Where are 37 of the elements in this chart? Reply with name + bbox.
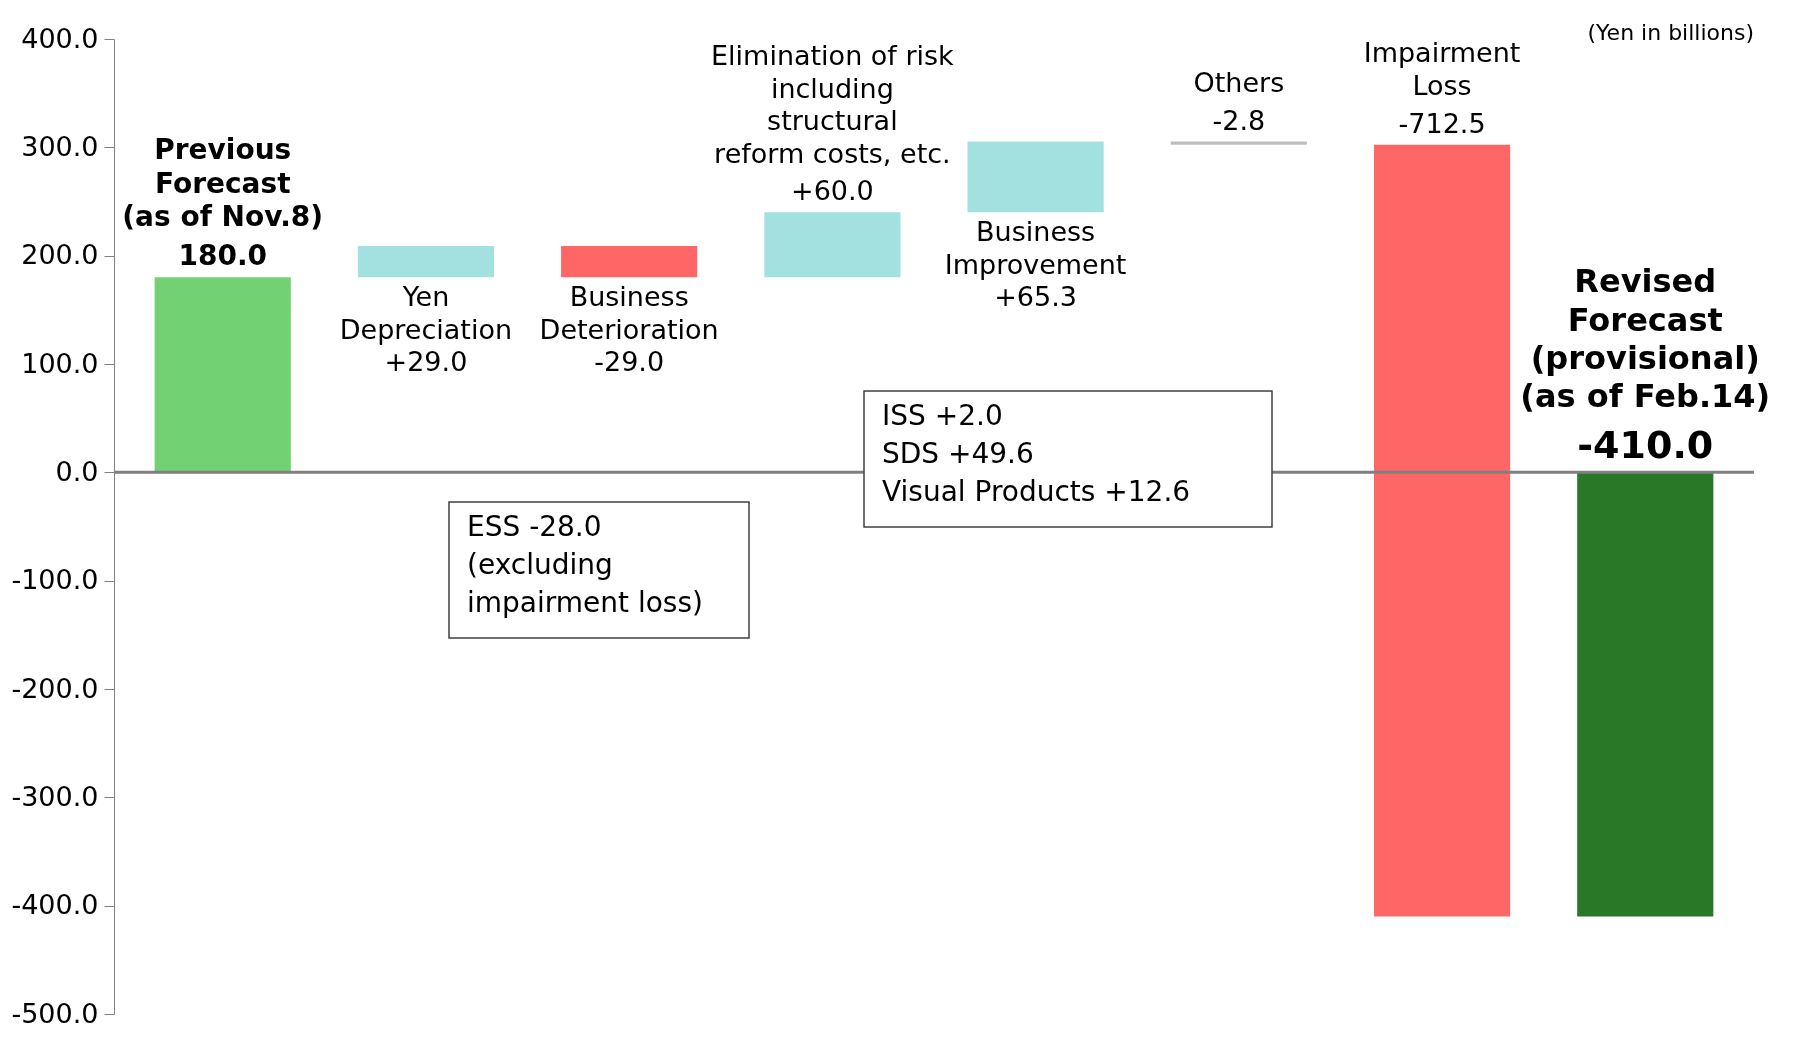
bar (1577, 472, 1714, 917)
bar (764, 212, 901, 278)
x-tick-label: Revised Forecast (provisional) (as of Feb.14) (1520, 262, 1771, 416)
data-label: -2.8 (1212, 104, 1266, 136)
y-tick-label: 300.0 (21, 130, 99, 162)
bar (154, 277, 291, 473)
data-label: -712.5 (1398, 107, 1486, 139)
data-label: +60.0 (791, 175, 874, 207)
bar (357, 245, 495, 278)
y-tick-label: -300.0 (11, 780, 99, 812)
y-tick-label: -400.0 (11, 889, 99, 921)
annotation: ESS -28.0 (excluding impairment loss) (467, 510, 703, 619)
y-tick-label: -500.0 (11, 997, 99, 1029)
x-tick-label: Yen Depreciation (339, 281, 513, 345)
y-tick-label: 400.0 (21, 22, 99, 54)
data-label: -410.0 (1577, 423, 1714, 468)
x-tick-label: Business Deterioration (539, 281, 719, 345)
data-label: -29.0 (594, 346, 665, 378)
annotation: (Yen in billions) (1587, 20, 1754, 45)
bar (1373, 144, 1511, 917)
data-label: +65.3 (994, 281, 1077, 313)
data-label: +29.0 (384, 346, 468, 378)
bar (1170, 141, 1307, 145)
bar (967, 141, 1104, 213)
data-label: 180.0 (178, 239, 268, 273)
y-tick-label: 200.0 (21, 239, 99, 271)
x-tick-label: Others (1193, 66, 1285, 98)
x-tick-label: Business Improvement (944, 216, 1127, 280)
x-tick-label: Impairment Loss (1363, 37, 1521, 101)
y-tick-label: 100.0 (21, 347, 99, 379)
x-tick-label: Previous Forecast (as of Nov.8) (122, 132, 324, 234)
bar (561, 245, 698, 278)
y-tick-label: 0.0 (55, 455, 99, 487)
y-tick-label: -100.0 (11, 564, 99, 596)
annotation: ISS +2.0 SDS +49.6 Visual Products +12.6 (882, 399, 1191, 508)
y-tick-label: -200.0 (11, 672, 99, 704)
x-tick-label: Elimination of risk including structural reform costs, etc. (711, 40, 955, 169)
